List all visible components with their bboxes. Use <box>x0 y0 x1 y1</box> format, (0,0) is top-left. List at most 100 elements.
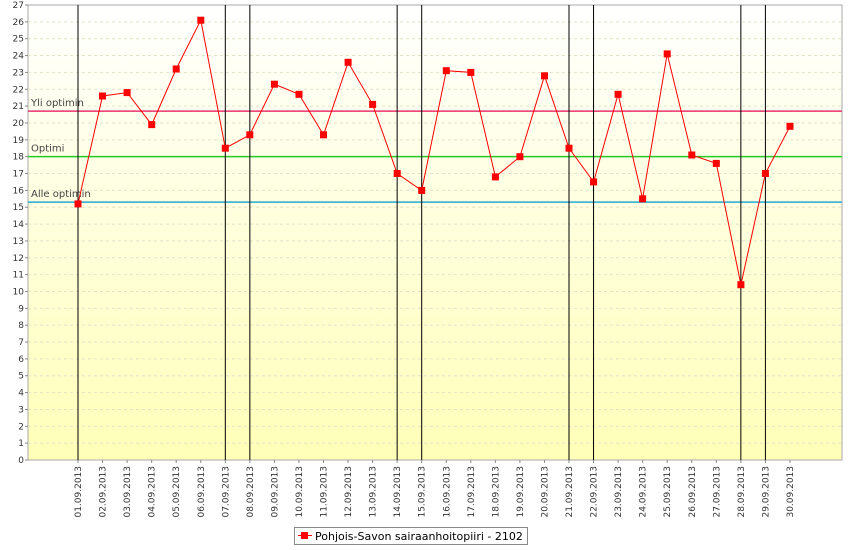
data-point <box>99 92 106 100</box>
series-line <box>77 18 791 285</box>
data-point <box>565 144 573 152</box>
reference-line-label: Yli optimin <box>30 98 84 109</box>
x-tick-label: 18.09.2013 <box>491 466 501 518</box>
x-tick-label: 11.09.2013 <box>320 466 330 518</box>
x-tick-label: 02.09.2013 <box>99 466 109 518</box>
data-point <box>320 131 327 139</box>
marker-lines <box>77 5 766 460</box>
reference-lines: Yli optimin Optimi Alle optimin <box>28 98 842 203</box>
data-point <box>221 144 229 152</box>
data-point <box>442 67 450 75</box>
y-tick-label: 2 <box>18 422 24 432</box>
y-tick-label: 27 <box>13 1 24 11</box>
data-point <box>761 170 769 177</box>
x-tick-label: 29.09.2013 <box>761 466 771 518</box>
reference-line-label: Alle optimin <box>31 189 91 200</box>
plot-area <box>27 4 843 461</box>
x-tick-label: 07.09.2013 <box>221 466 231 518</box>
y-tick-label: 4 <box>18 389 24 399</box>
x-tick-label: 03.09.2013 <box>123 466 133 518</box>
y-tick-label: 22 <box>13 85 24 95</box>
x-axis-ticks: 01.09.2013 02.09.2013 03.09.2013 04.09.2013… <box>74 460 796 518</box>
y-tick-label: 25 <box>13 35 24 45</box>
y-tick-label: 15 <box>13 203 24 213</box>
y-tick-label: 13 <box>13 237 24 247</box>
data-point <box>663 50 671 58</box>
x-tick-label: 19.09.2013 <box>516 466 526 518</box>
data-point <box>467 68 475 76</box>
y-tick-label: 5 <box>18 372 24 382</box>
y-tick-label: 26 <box>13 18 25 28</box>
y-tick-label: 23 <box>13 68 24 78</box>
legend: Pohjois-Savon sairaanhoitopiiri - 2102 <box>294 527 528 545</box>
y-tick-label: 17 <box>13 170 24 180</box>
data-point <box>418 186 426 194</box>
x-tick-label: 22.09.2013 <box>590 466 600 518</box>
x-tick-label: 05.09.2013 <box>172 466 182 518</box>
y-tick-label: 19 <box>13 136 25 146</box>
y-tick-label: 0 <box>18 456 24 466</box>
x-tick-label: 30.09.2013 <box>786 466 796 518</box>
x-tick-label: 09.09.2013 <box>270 466 280 518</box>
y-tick-label: 21 <box>13 102 24 112</box>
data-point <box>393 170 401 177</box>
y-axis-ticks: 0123456789101112131415161718192021222324… <box>13 1 28 466</box>
x-tick-label: 20.09.2013 <box>540 466 550 518</box>
data-point <box>590 178 598 186</box>
y-tick-label: 20 <box>13 119 25 129</box>
x-tick-label: 04.09.2013 <box>148 466 158 518</box>
x-tick-label: 13.09.2013 <box>369 466 379 518</box>
data-point <box>148 121 156 129</box>
grid-lines <box>28 21 842 444</box>
x-tick-label: 15.09.2013 <box>418 466 428 518</box>
y-tick-label: 8 <box>18 321 24 331</box>
data-point <box>712 159 720 167</box>
y-tick-label: 14 <box>13 220 25 230</box>
data-point <box>369 100 377 108</box>
data-point <box>737 281 745 289</box>
y-tick-label: 11 <box>13 271 24 281</box>
x-tick-label: 06.09.2013 <box>197 466 207 518</box>
x-tick-label: 25.09.2013 <box>663 466 673 518</box>
data-point <box>688 151 696 159</box>
x-tick-label: 27.09.2013 <box>712 466 722 518</box>
data-series <box>74 16 794 289</box>
x-tick-label: 12.09.2013 <box>344 466 354 518</box>
y-tick-label: 16 <box>13 186 25 196</box>
data-point <box>491 173 499 181</box>
y-tick-label: 12 <box>13 254 24 264</box>
x-tick-label: 28.09.2013 <box>737 466 747 518</box>
data-point <box>123 89 131 97</box>
data-point <box>270 80 278 88</box>
data-point <box>74 200 82 208</box>
y-tick-label: 3 <box>18 405 24 415</box>
legend-marker-icon <box>298 531 312 541</box>
y-tick-label: 1 <box>18 439 24 449</box>
data-point <box>516 153 524 161</box>
y-tick-label: 18 <box>13 153 25 163</box>
x-tick-label: 26.09.2013 <box>688 466 698 518</box>
x-tick-label: 17.09.2013 <box>467 466 477 518</box>
data-point <box>172 65 180 73</box>
x-tick-label: 10.09.2013 <box>295 466 305 518</box>
x-tick-label: 21.09.2013 <box>565 466 575 518</box>
data-point <box>786 122 794 130</box>
y-tick-label: 9 <box>18 304 24 314</box>
y-tick-label: 6 <box>18 355 24 365</box>
data-point <box>246 131 254 139</box>
x-tick-label: 23.09.2013 <box>614 466 624 518</box>
data-point <box>639 195 647 203</box>
x-tick-label: 01.09.2013 <box>74 466 84 518</box>
data-point <box>541 72 548 80</box>
data-point <box>614 90 622 98</box>
data-point <box>197 16 205 24</box>
y-tick-label: 24 <box>13 52 25 62</box>
y-tick-label: 10 <box>13 287 25 297</box>
x-tick-label: 08.09.2013 <box>246 466 256 518</box>
data-point <box>295 90 303 98</box>
reference-line-label: Optimi <box>31 144 64 155</box>
y-tick-label: 7 <box>18 338 24 348</box>
x-tick-label: 16.09.2013 <box>442 466 452 518</box>
data-point <box>344 58 352 66</box>
